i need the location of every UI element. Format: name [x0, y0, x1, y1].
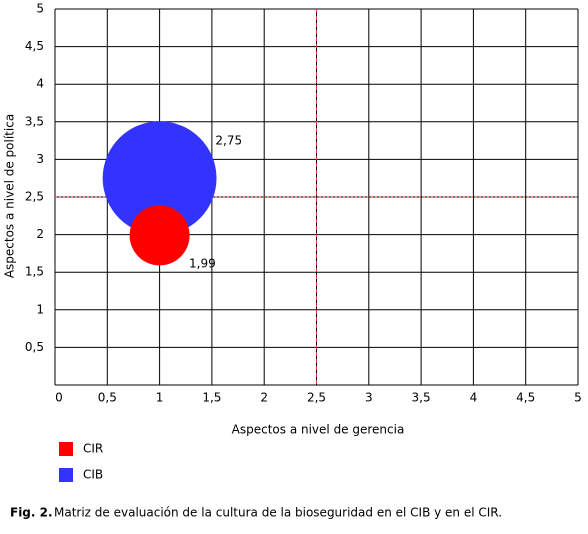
y-tick-label: 0,5 — [25, 340, 44, 354]
y-tick-label: 1 — [36, 302, 44, 316]
y-tick-label: 2,5 — [25, 190, 44, 204]
y-tick-label: 2 — [36, 227, 44, 241]
data-label: 2,75 — [215, 134, 242, 148]
x-tick-label: 0 — [55, 391, 63, 405]
y-tick-label: 4 — [36, 77, 44, 91]
x-tick-label: 4,5 — [516, 391, 535, 405]
data-label: 1,99 — [189, 256, 216, 270]
x-tick-label: 3,5 — [412, 391, 431, 405]
x-tick-label: 5 — [574, 391, 582, 405]
x-tick-label: 3 — [365, 391, 373, 405]
bubble — [129, 205, 190, 266]
x-tick-label: 4 — [470, 391, 478, 405]
x-tick-label: 1 — [156, 391, 164, 405]
x-tick-label: 2 — [260, 391, 268, 405]
x-tick-label: 2,5 — [307, 391, 326, 405]
x-tick-label: 0,5 — [98, 391, 117, 405]
legend-swatch — [59, 442, 73, 456]
caption-text: Matriz de evaluación de la cultura de la… — [54, 506, 502, 520]
y-tick-label: 3 — [36, 152, 44, 166]
y-tick-label: 3,5 — [25, 114, 44, 128]
y-tick-label: 5 — [36, 2, 44, 16]
bubble — [102, 121, 217, 236]
legend-label: CIB — [83, 468, 103, 482]
y-tick-label: 4,5 — [25, 39, 44, 53]
caption-label: Fig. 2. — [10, 506, 53, 520]
x-axis-title: Aspectos a nivel de gerencia — [232, 423, 405, 437]
x-tick-label: 1,5 — [202, 391, 221, 405]
legend-label: CIR — [83, 442, 103, 456]
legend-swatch — [59, 468, 73, 482]
y-axis-title: Aspectos a nivel de política — [3, 114, 17, 278]
y-tick-label: 1,5 — [25, 265, 44, 279]
